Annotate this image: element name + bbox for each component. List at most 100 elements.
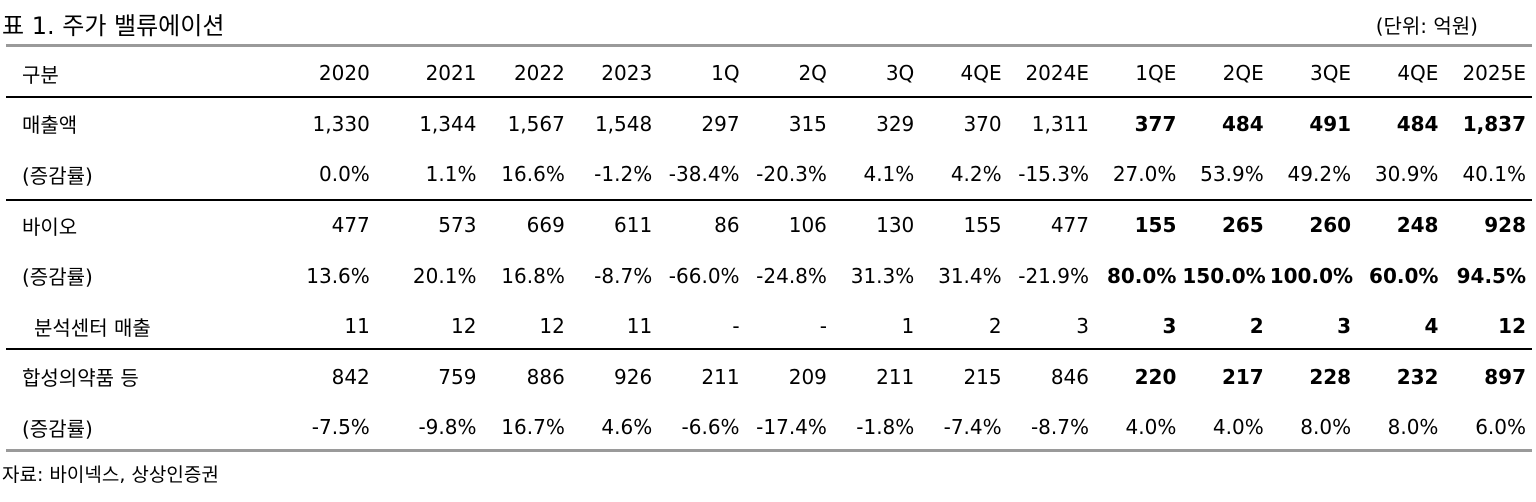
table-cell: - [732, 314, 740, 339]
table-cell: 377 [1134, 111, 1177, 136]
table-cell: 11 [344, 314, 370, 339]
table-cell: 886 [526, 364, 565, 389]
table-cell: 842 [331, 364, 370, 389]
table-cell: 106 [788, 213, 827, 238]
table-cell: 86 [714, 213, 740, 238]
table-cell: -6.6% [681, 415, 740, 440]
header-col: 4QE [1397, 61, 1439, 86]
header-col: 2023 [601, 61, 653, 86]
table-cell: 30.9% [1374, 162, 1439, 187]
table-cell: 12 [539, 314, 565, 339]
table-cell: 60.0% [1369, 263, 1439, 288]
table-cell: 155 [1134, 213, 1177, 238]
table-cell: 211 [701, 364, 740, 389]
table-cell: 40.1% [1462, 162, 1526, 187]
header-col: 1Q [711, 61, 740, 86]
table-cell: 4.0% [1212, 415, 1264, 440]
table-cell: 2 [988, 314, 1002, 339]
row-label: 매출액 [22, 113, 78, 138]
table-cell: 232 [1396, 364, 1439, 389]
header-row: 구분 2020 2021 2022 2023 1Q 2Q 3Q 4QE 2024… [6, 48, 1532, 99]
row-label: 바이오 [22, 214, 78, 239]
table-cell: 4.1% [863, 162, 915, 187]
row-label: (증감률) [22, 163, 93, 188]
section-divider-synthetic [6, 348, 1532, 350]
table-cell: -7.5% [311, 415, 370, 440]
table-cell: 3 [1076, 314, 1089, 339]
table-cell: 8.0% [1300, 415, 1352, 440]
table-cell: - [819, 314, 827, 339]
table-cell: 49.2% [1287, 162, 1352, 187]
table-cell: -8.7% [1030, 415, 1089, 440]
table-cell: 897 [1484, 364, 1526, 389]
table-cell: 759 [438, 364, 477, 389]
table-cell: -9.8% [418, 415, 477, 440]
table-cell: 1,344 [419, 111, 477, 136]
table-cell: 100.0% [1269, 263, 1354, 288]
table-cell: 484 [1221, 111, 1264, 136]
table-cell: 611 [614, 213, 653, 238]
table-title: 표 1. 주가 밸류에이션 [2, 12, 225, 40]
title-row: 표 1. 주가 밸류에이션 (단위: 억원) [0, 0, 1536, 44]
table-cell: 220 [1134, 364, 1177, 389]
top-rule [6, 44, 1532, 47]
table-cell: 6.0% [1475, 415, 1526, 440]
table-cell: 0.0% [318, 162, 370, 187]
table-cell: 3 [1337, 314, 1352, 339]
table-cell: 265 [1221, 213, 1264, 238]
table-cell: 80.0% [1106, 263, 1177, 288]
table-cell: 228 [1309, 364, 1352, 389]
table-cell: 2 [1249, 314, 1264, 339]
table-cell: -24.8% [756, 263, 827, 288]
table-cell: 477 [331, 213, 370, 238]
header-col: 2025E [1462, 61, 1526, 86]
table-cell: -66.0% [668, 263, 740, 288]
table-cell: 209 [788, 364, 827, 389]
table-cell: 297 [701, 111, 740, 136]
table-cell: 1,567 [507, 111, 565, 136]
header-col: 1QE [1135, 61, 1177, 86]
row-label: (증감률) [22, 265, 93, 290]
header-col: 4QE [960, 61, 1002, 86]
table-cell: 16.8% [501, 263, 565, 288]
table-cell: 1,330 [312, 111, 370, 136]
table-cell: 4.6% [601, 415, 653, 440]
table-cell: 12 [1498, 314, 1526, 339]
table-cell: 4.2% [950, 162, 1002, 187]
table-cell: 926 [614, 364, 653, 389]
table-cell: -17.4% [756, 415, 827, 440]
table-cell: 1,548 [594, 111, 653, 136]
table-cell: 4.0% [1125, 415, 1177, 440]
table-cell: 11 [626, 314, 653, 339]
table-cell: 20.1% [412, 263, 477, 288]
table-cell: 477 [1050, 213, 1089, 238]
table-cell: 3 [1162, 314, 1177, 339]
row-label: 분석센터 매출 [34, 315, 151, 340]
table-cell: 260 [1309, 213, 1352, 238]
table-cell: -7.4% [943, 415, 1002, 440]
table-cell: 8.0% [1387, 415, 1439, 440]
table-cell: 669 [526, 213, 565, 238]
table-cell: 1,837 [1462, 111, 1526, 136]
table-cell: 16.6% [501, 162, 565, 187]
table-cell: -8.7% [594, 263, 653, 288]
source-note: 자료: 바이넥스, 상상인증권 [2, 464, 219, 486]
table-cell: 491 [1309, 111, 1352, 136]
table-cell: -1.8% [856, 415, 915, 440]
table-cell: 16.7% [501, 415, 565, 440]
valuation-table: 구분 2020 2021 2022 2023 1Q 2Q 3Q 4QE 2024… [6, 48, 1532, 453]
table-cell: 846 [1050, 364, 1089, 389]
table-cell: 215 [963, 364, 1002, 389]
table-cell: 150.0% [1182, 263, 1266, 288]
table-cell: 4 [1424, 314, 1439, 339]
table-row: 매출액 1,330 1,344 1,567 1,548 297 315 329 … [6, 99, 1532, 150]
table-cell: 1 [901, 314, 915, 339]
table-cell: 155 [963, 213, 1002, 238]
table-cell: 1.1% [425, 162, 477, 187]
header-col: 2Q [798, 61, 827, 86]
header-col: 2QE [1222, 61, 1264, 86]
header-divider [6, 96, 1532, 98]
table-cell: -38.4% [668, 162, 740, 187]
table-cell: 211 [876, 364, 915, 389]
table-cell: 31.4% [938, 263, 1002, 288]
